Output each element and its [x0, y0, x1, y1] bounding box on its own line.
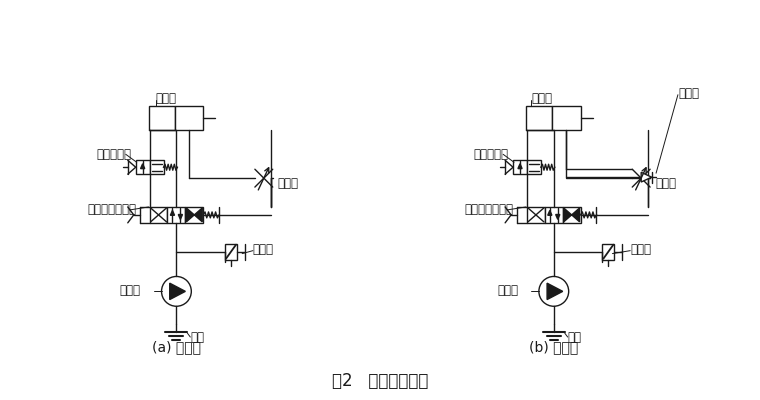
Bar — [553, 106, 581, 130]
Text: 图2   系统工作原理: 图2 系统工作原理 — [332, 372, 428, 390]
Bar — [513, 160, 527, 174]
Text: 节流鄀: 节流鄀 — [277, 177, 299, 190]
Text: 二位二通阀: 二位二通阀 — [473, 148, 508, 161]
Text: 液压泵: 液压泵 — [120, 284, 141, 297]
Bar — [545, 207, 562, 223]
Text: 液压泵: 液压泵 — [497, 284, 518, 297]
Text: 液压缸: 液压缸 — [531, 92, 552, 105]
Text: 油筱: 油筱 — [190, 330, 204, 344]
Text: 节流鄀: 节流鄀 — [655, 177, 676, 190]
Polygon shape — [556, 214, 560, 219]
Bar — [150, 207, 167, 223]
Text: (a) 优化前: (a) 优化前 — [152, 340, 201, 354]
Polygon shape — [141, 164, 144, 169]
Bar — [562, 207, 581, 223]
Bar — [603, 244, 614, 260]
Text: 溢流图: 溢流图 — [253, 243, 274, 256]
Text: 三位四通换向鄀: 三位四通换向鄀 — [464, 204, 514, 216]
Text: (b) 优化后: (b) 优化后 — [529, 340, 578, 354]
Bar — [527, 207, 545, 223]
Text: 溢流图: 溢流图 — [630, 243, 651, 256]
Polygon shape — [547, 283, 562, 300]
Text: 液压缸: 液压缸 — [156, 92, 176, 105]
Text: 二位二通阀: 二位二通阀 — [96, 148, 131, 161]
Bar — [136, 160, 150, 174]
Circle shape — [539, 276, 568, 306]
Polygon shape — [564, 208, 580, 222]
Polygon shape — [169, 283, 185, 300]
Bar — [150, 160, 163, 174]
Text: 三位四通换向鄀: 三位四通换向鄀 — [87, 204, 136, 216]
Polygon shape — [641, 172, 651, 182]
Text: 油筱: 油筱 — [568, 330, 581, 344]
Bar — [149, 106, 175, 130]
Bar — [527, 160, 541, 174]
Polygon shape — [170, 210, 175, 215]
Bar — [225, 244, 237, 260]
Polygon shape — [518, 164, 522, 169]
Bar — [185, 207, 203, 223]
Bar — [526, 106, 553, 130]
Circle shape — [162, 276, 192, 306]
Polygon shape — [179, 214, 182, 219]
Text: 单向鄀: 单向鄀 — [678, 87, 699, 100]
Bar — [167, 207, 185, 223]
Polygon shape — [186, 208, 202, 222]
Bar — [175, 106, 203, 130]
Polygon shape — [548, 210, 552, 215]
